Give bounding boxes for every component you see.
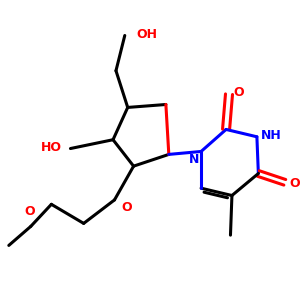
- Text: O: O: [122, 201, 133, 214]
- Text: HO: HO: [41, 141, 62, 154]
- Text: N: N: [189, 153, 200, 166]
- Text: O: O: [289, 177, 300, 190]
- Text: O: O: [24, 205, 35, 218]
- Text: NH: NH: [261, 129, 282, 142]
- Text: OH: OH: [136, 28, 158, 40]
- Text: O: O: [233, 86, 244, 99]
